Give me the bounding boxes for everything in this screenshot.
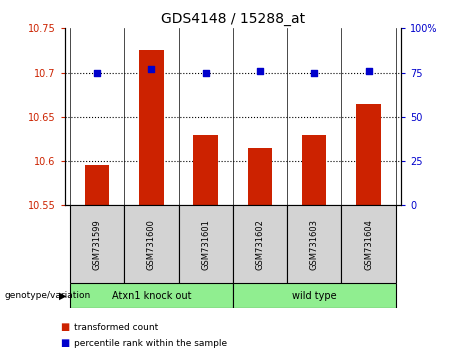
Text: GSM731604: GSM731604 [364,219,373,270]
Text: transformed count: transformed count [74,323,158,332]
Bar [70,283,233,308]
Text: GSM731600: GSM731600 [147,219,156,270]
Text: percentile rank within the sample: percentile rank within the sample [74,339,227,348]
Point [148,66,155,72]
Text: GSM731599: GSM731599 [93,219,101,270]
Text: ■: ■ [60,338,69,348]
Bar [194,135,218,205]
Bar [341,205,396,283]
Bar [302,135,326,205]
Point [202,70,209,75]
Text: genotype/variation: genotype/variation [5,291,91,300]
Text: GSM731601: GSM731601 [201,219,210,270]
Bar [85,165,109,205]
Text: GSM731602: GSM731602 [255,219,265,270]
Point [256,68,264,74]
Bar [233,283,396,308]
Bar [178,205,233,283]
Text: Atxn1 knock out: Atxn1 knock out [112,291,191,301]
Bar [233,205,287,283]
Text: wild type: wild type [292,291,337,301]
Text: ■: ■ [60,322,69,332]
Point [365,68,372,74]
Text: GSM731603: GSM731603 [310,219,319,270]
Bar [356,104,381,205]
Point [94,70,101,75]
Bar [248,148,272,205]
Bar [139,51,164,205]
Point [311,70,318,75]
Text: ▶: ▶ [59,291,66,301]
Bar [287,205,341,283]
Bar [70,205,124,283]
Bar [124,205,178,283]
Title: GDS4148 / 15288_at: GDS4148 / 15288_at [161,12,305,26]
